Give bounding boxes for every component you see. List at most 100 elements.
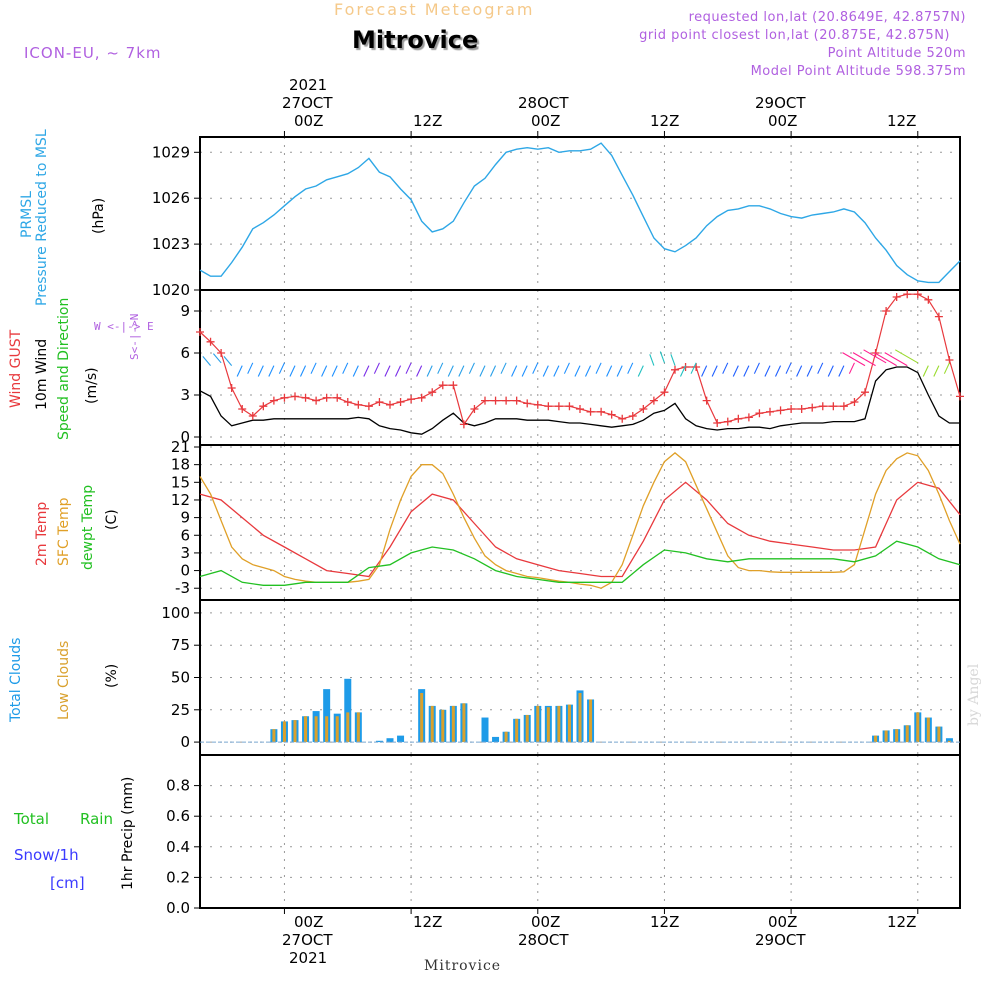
temp-dewpt-line xyxy=(199,540,961,586)
wind-direction-arrow xyxy=(863,349,887,364)
wind-gust-marker xyxy=(723,417,732,426)
cloud-low-bar xyxy=(546,707,550,743)
precip-unit: 1hr Precip (mm) xyxy=(120,776,136,890)
wind-direction-arrow xyxy=(884,352,908,367)
wind-direction-arrow xyxy=(268,365,275,377)
panel-frame-3 xyxy=(199,444,961,601)
wind-gust-marker xyxy=(565,402,574,411)
wind-gust-marker xyxy=(808,403,817,412)
y-tick-label: 0 xyxy=(180,733,190,751)
wind-direction-arrow xyxy=(606,365,613,377)
wind-direction-arrow xyxy=(616,365,623,377)
wind-direction-arrow xyxy=(584,365,592,377)
wind-direction-arrow xyxy=(595,362,602,374)
wind-gust-marker xyxy=(702,396,711,405)
wind-direction-arrow xyxy=(479,365,486,377)
cloud-low-bar xyxy=(325,716,329,743)
bottom-hour-00z-27: 00Z xyxy=(294,913,324,931)
cloud-low-bar xyxy=(356,712,360,743)
wind-direction-arrow xyxy=(637,365,644,377)
bottom-hour-12z-27: 12Z xyxy=(413,913,443,931)
wind-gust-marker xyxy=(428,388,437,397)
wind-gust-marker xyxy=(512,396,521,405)
wind-direction-arrow xyxy=(873,352,897,367)
wind-direction-arrow xyxy=(416,365,423,377)
wind-direction-arrow xyxy=(670,354,676,366)
y-tick-label: 100 xyxy=(161,604,190,622)
wind-direction-arrow xyxy=(257,365,264,377)
wind-direction-arrow xyxy=(848,362,855,374)
cloud-low-bar xyxy=(515,718,519,743)
wind-direction-arrow xyxy=(774,365,782,377)
wind-gust-marker xyxy=(248,412,257,420)
wind-gust-marker xyxy=(903,290,912,299)
cloud-total-bar xyxy=(481,717,489,743)
wind-gust-marker xyxy=(649,396,658,405)
cloud-low-bar xyxy=(430,705,434,743)
y-tick-label: 0.0 xyxy=(166,899,190,917)
wind-gust-marker xyxy=(280,393,289,402)
wind-direction-arrow xyxy=(732,365,739,377)
temp-2m-line xyxy=(199,481,961,578)
wind-gust-marker xyxy=(301,393,310,402)
top-hour-00z-28: 00Z xyxy=(531,112,561,130)
cloud-total-bar xyxy=(375,740,383,743)
wind-gust-marker xyxy=(364,402,373,411)
top-year: 2021 xyxy=(289,76,328,94)
cloud-low-bar xyxy=(314,716,318,743)
y-tick-label: 1029 xyxy=(152,143,190,161)
y-tick-label: 1026 xyxy=(152,189,190,207)
wind-label-gust: Wind GUST xyxy=(8,329,24,408)
wind-direction-arrow xyxy=(542,365,549,377)
top-hour-00z-29: 00Z xyxy=(768,112,798,130)
cloud-low-bar xyxy=(536,705,540,743)
model-altitude: Model Point Altitude 598.375m xyxy=(750,64,966,79)
wind-gust-marker xyxy=(681,363,690,371)
cloud-total-bar xyxy=(492,736,500,743)
wind-gust-marker xyxy=(660,388,669,397)
cloud-low-bar xyxy=(905,725,909,743)
wind-direction-arrow xyxy=(363,365,370,377)
wind-gust-marker xyxy=(217,349,226,357)
gridpoint-coords: grid point closest lon,lat (20.875E, 42.… xyxy=(639,28,950,43)
requested-coords: requested lon,lat (20.8649E, 42.8757N) xyxy=(688,10,966,25)
y-tick-label: 0.6 xyxy=(166,807,190,825)
wind-direction-arrow xyxy=(753,362,760,374)
y-tick-label: 21 xyxy=(171,438,190,456)
wind-direction-arrow xyxy=(236,365,243,377)
wind-direction-arrow xyxy=(711,365,718,377)
wind-direction-arrow xyxy=(922,365,929,377)
y-tick-label: 6 xyxy=(180,526,190,544)
y-tick-label: 3 xyxy=(180,544,190,562)
cloud-low-bar xyxy=(557,705,561,743)
wind-direction-arrow xyxy=(574,365,581,377)
wind-gust-marker xyxy=(776,406,785,415)
bottom-date-29oct: 29OCT xyxy=(755,931,806,949)
wind-direction-arrow xyxy=(489,365,497,377)
y-tick-label: 25 xyxy=(171,701,190,719)
wind-gust-marker xyxy=(924,295,933,304)
cloud-low-bar xyxy=(304,716,308,743)
cloud-total-bar xyxy=(386,738,394,743)
cloud-low-bar xyxy=(293,720,297,743)
wind-direction-arrow xyxy=(659,351,665,363)
cloud-low-bar xyxy=(884,730,888,743)
wind-gust-marker xyxy=(639,405,648,413)
wind-gust-marker xyxy=(892,293,901,301)
y-tick-label: 0.8 xyxy=(166,777,190,795)
point-altitude: Point Altitude 520m xyxy=(827,46,966,61)
wind-gust-marker xyxy=(544,402,553,411)
y-tick-label: 75 xyxy=(171,636,190,654)
wind-gust-marker xyxy=(945,356,954,364)
wind-gust-marker xyxy=(576,405,584,413)
pressure-label-desc: Pressure Reduced to MSL xyxy=(34,129,50,306)
wind-gust-marker xyxy=(882,307,891,315)
top-date-27oct: 27OCT xyxy=(282,94,333,112)
wind-direction-arrow xyxy=(352,365,359,377)
wind-gust-marker xyxy=(259,402,268,411)
grid-lines xyxy=(200,137,960,909)
wind-compass-we: W <-|-> E xyxy=(94,320,154,333)
cloud-low-bar xyxy=(462,703,466,743)
temp-sfc-line xyxy=(199,452,961,589)
wind-gust-marker xyxy=(839,402,848,411)
